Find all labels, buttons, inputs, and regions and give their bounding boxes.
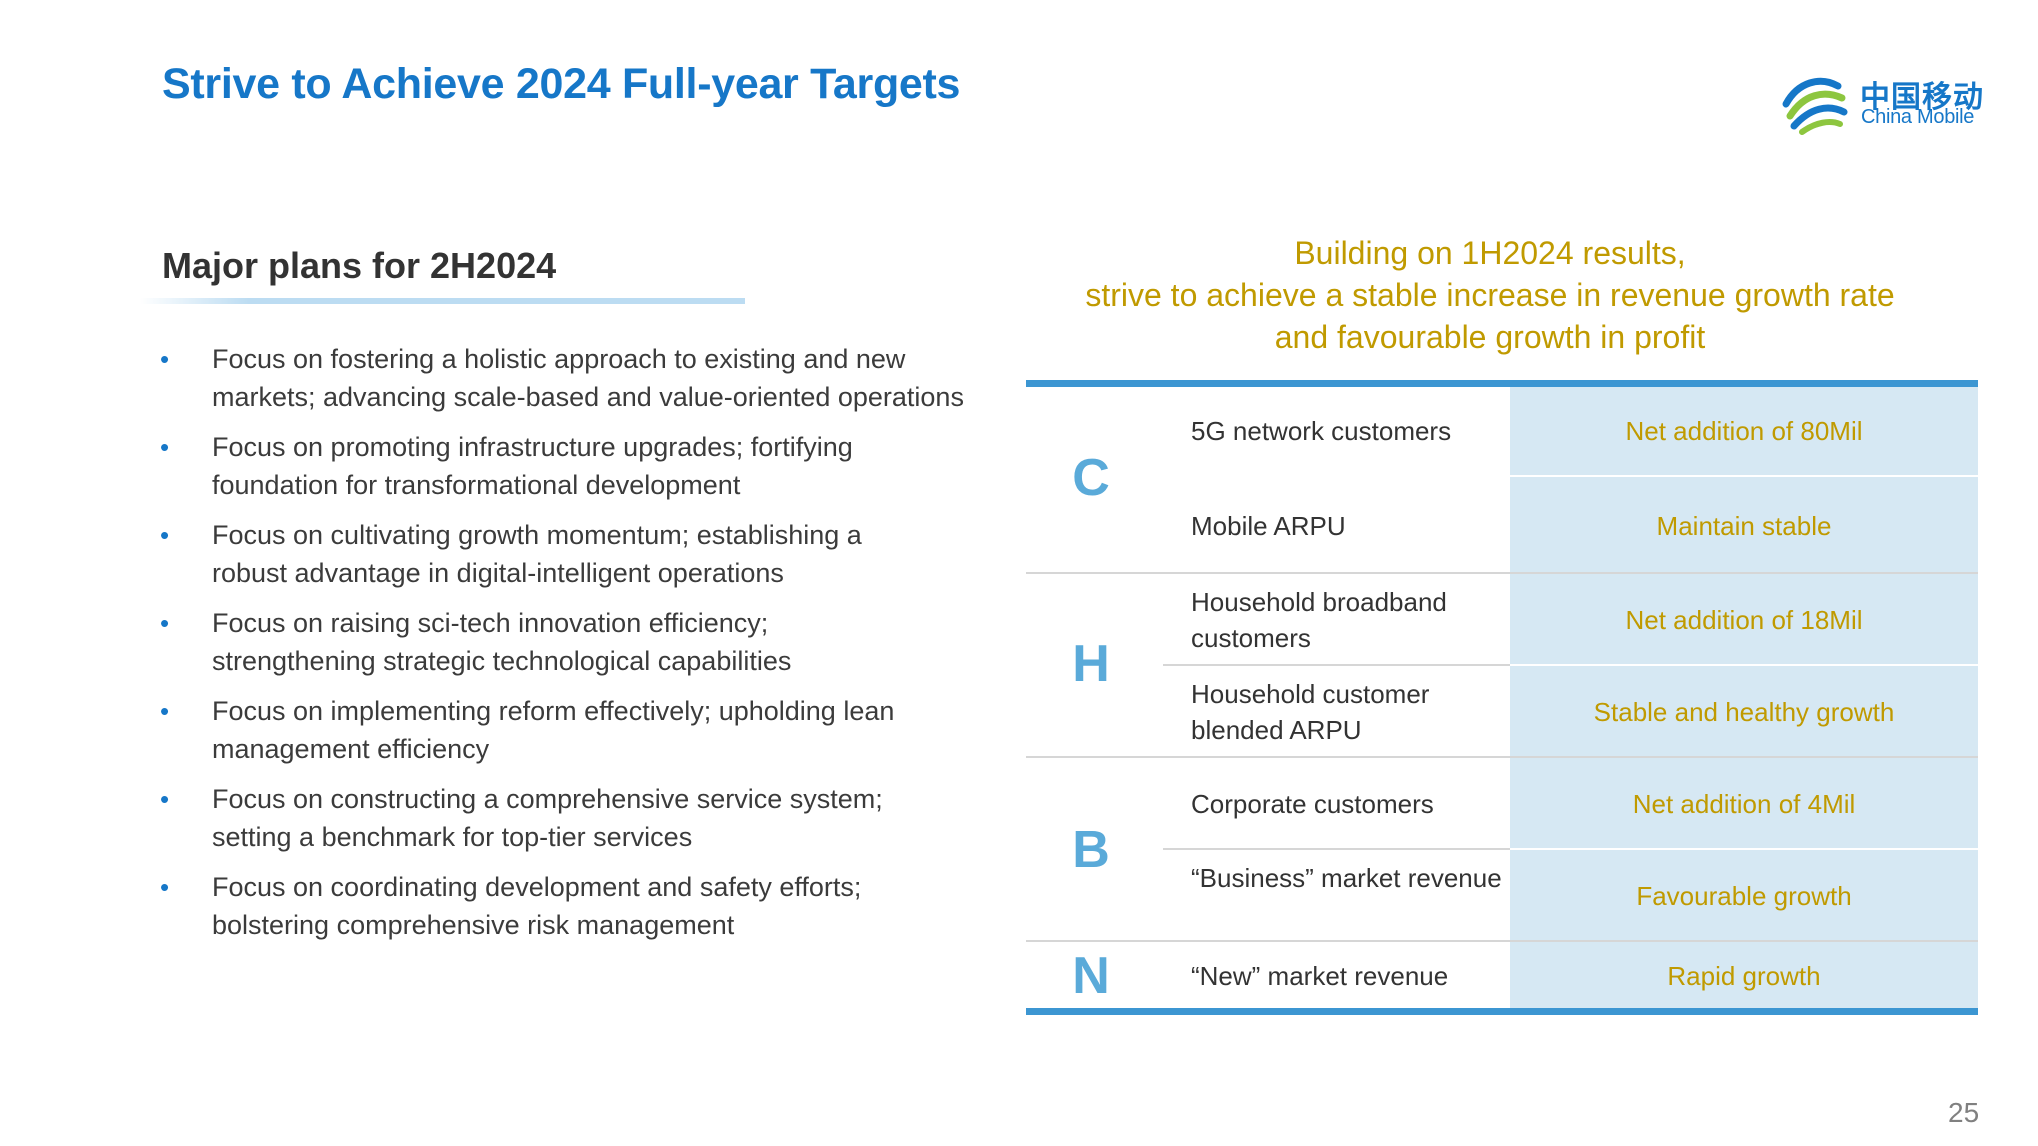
plan-bullet-text: Focus on fostering a holistic approach t… [212, 344, 964, 412]
target-value-column [1510, 387, 1978, 1008]
targets-headline-line: Building on 1H2024 results, [1294, 235, 1686, 271]
target-value: Rapid growth [1667, 961, 1821, 991]
plans-bullet-list: • Focus on fostering a holistic approach… [160, 340, 964, 956]
target-value: Net addition of 4Mil [1632, 789, 1856, 819]
row-divider [1510, 475, 1978, 477]
plans-heading: Major plans for 2H2024 [162, 245, 557, 286]
bullet-icon: • [160, 696, 170, 726]
plan-bullet-item: • Focus on coordinating development and … [160, 868, 962, 944]
group-divider [1026, 572, 1978, 574]
group-letter-n: N [1072, 947, 1110, 1005]
china-mobile-logo: 中国移动 China Mobile [1780, 66, 2000, 136]
page-title: Strive to Achieve 2024 Full-year Targets [162, 60, 961, 108]
plan-bullet-text: Focus on coordinating development and sa… [212, 872, 862, 940]
target-value: Stable and healthy growth [1593, 697, 1895, 727]
plan-bullet-item: • Focus on promoting infrastructure upgr… [160, 428, 962, 504]
bullet-icon: • [160, 872, 170, 902]
plan-bullet-item: • Focus on raising sci-tech innovation e… [160, 604, 962, 680]
group-letter-h: H [1072, 635, 1110, 693]
group-letter-c: C [1072, 449, 1110, 507]
targets-headline-line: and favourable growth in profit [1274, 319, 1706, 355]
metric-label: “Business” market revenue [1191, 863, 1502, 893]
target-value: Favourable growth [1636, 881, 1852, 911]
table-bottom-border [1026, 1008, 1978, 1015]
plan-bullet-item: • Focus on constructing a comprehensive … [160, 780, 962, 856]
metric-label: Mobile ARPU [1191, 511, 1346, 541]
row-divider [1510, 664, 1978, 666]
plan-bullet-text: Focus on constructing a comprehensive se… [212, 784, 883, 852]
plan-bullet-text: Focus on raising sci-tech innovation eff… [212, 608, 792, 676]
bullet-icon: • [160, 608, 170, 638]
plan-bullet-item: • Focus on fostering a holistic approach… [160, 340, 964, 416]
logo-english-text: China Mobile [1861, 106, 1975, 128]
targets-headline: Building on 1H2024 results, strive to ac… [1030, 232, 1950, 358]
target-value: Maintain stable [1656, 511, 1832, 541]
bullet-icon: • [160, 520, 170, 550]
target-value: Net addition of 80Mil [1625, 416, 1863, 446]
plan-bullet-text: Focus on promoting infrastructure upgrad… [212, 432, 853, 500]
plans-heading-underline [140, 298, 745, 304]
target-value: Net addition of 18Mil [1625, 605, 1863, 635]
metric-label: Corporate customers [1191, 789, 1434, 819]
row-divider [1163, 664, 1510, 666]
plan-bullet-item: • Focus on cultivating growth momentum; … [160, 516, 962, 592]
targets-headline-line: strive to achieve a stable increase in r… [1085, 277, 1895, 313]
logo-chinese-text: 中国移动 [1860, 81, 1984, 114]
group-divider [1026, 756, 1978, 758]
group-letter-b: B [1072, 821, 1110, 879]
bullet-icon: • [160, 344, 170, 374]
table-top-border [1026, 380, 1978, 387]
china-mobile-logo-icon [1782, 77, 1848, 135]
plan-bullet-text: Focus on implementing reform effectively… [212, 696, 895, 764]
metric-label: Household customer blended ARPU [1191, 679, 1430, 745]
bullet-icon: • [160, 432, 170, 462]
row-divider [1163, 848, 1510, 850]
page-number: 25 [1948, 1097, 1980, 1128]
row-divider [1510, 848, 1978, 850]
metric-label: Household broadband customers [1191, 587, 1447, 653]
plan-bullet-item: • Focus on implementing reform effective… [160, 692, 962, 768]
metric-label: 5G network customers [1191, 416, 1452, 446]
bullet-icon: • [160, 784, 170, 814]
group-divider [1026, 940, 1978, 942]
metric-label: “New” market revenue [1191, 961, 1449, 991]
plan-bullet-text: Focus on cultivating growth momentum; es… [212, 520, 862, 588]
